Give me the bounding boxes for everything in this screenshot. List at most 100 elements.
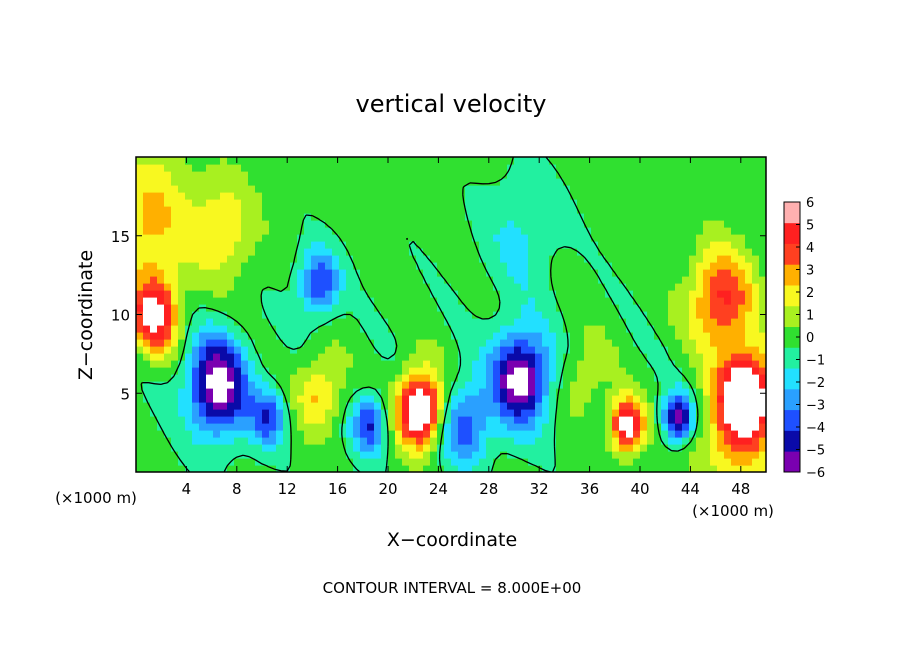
field-cell xyxy=(640,346,648,354)
field-cell xyxy=(640,423,648,431)
field-cell xyxy=(731,409,739,417)
field-cell xyxy=(339,430,347,438)
field-cell xyxy=(598,451,606,459)
field-cell xyxy=(654,283,662,291)
field-cell xyxy=(752,360,760,368)
field-cell xyxy=(276,395,284,403)
field-cell xyxy=(276,423,284,431)
field-cell xyxy=(423,220,431,228)
field-cell xyxy=(689,346,697,354)
field-cell xyxy=(647,171,655,179)
colorbar-swatch xyxy=(784,222,800,244)
field-cell xyxy=(507,458,515,466)
field-cell xyxy=(675,409,683,417)
field-cell xyxy=(248,206,256,214)
field-cell xyxy=(724,262,732,270)
field-cell xyxy=(192,262,200,270)
field-cell xyxy=(570,269,578,277)
field-cell xyxy=(521,255,529,263)
field-cell xyxy=(227,423,235,431)
field-cell xyxy=(241,164,249,172)
field-cell xyxy=(668,458,676,466)
field-cell xyxy=(192,248,200,256)
field-cell xyxy=(234,325,242,333)
field-cell xyxy=(297,213,305,221)
field-cell xyxy=(276,178,284,186)
field-cell xyxy=(220,325,228,333)
field-cell xyxy=(745,465,753,472)
field-cell xyxy=(514,451,522,459)
field-cell xyxy=(381,325,389,333)
field-cell xyxy=(311,409,319,417)
field-cell xyxy=(367,199,375,207)
field-cell xyxy=(311,423,319,431)
field-cell xyxy=(164,346,172,354)
field-cell xyxy=(668,276,676,284)
field-cell xyxy=(570,178,578,186)
field-cell xyxy=(542,458,550,466)
field-cell xyxy=(339,304,347,312)
field-cell xyxy=(388,339,396,347)
field-cell xyxy=(661,311,669,319)
field-cell xyxy=(486,458,494,466)
field-cell xyxy=(192,164,200,172)
field-cell xyxy=(395,220,403,228)
field-cell xyxy=(549,157,557,165)
field-cell xyxy=(374,360,382,368)
field-cell xyxy=(430,395,438,403)
field-cell xyxy=(535,171,543,179)
field-cell xyxy=(304,444,312,452)
field-cell xyxy=(472,290,480,298)
field-cell xyxy=(185,171,193,179)
field-cell xyxy=(311,367,319,375)
field-cell xyxy=(290,241,298,249)
field-cell xyxy=(262,402,270,410)
field-cell xyxy=(262,304,270,312)
field-cell xyxy=(262,332,270,340)
field-cell xyxy=(472,395,480,403)
field-cell xyxy=(332,388,340,396)
field-cell xyxy=(500,409,508,417)
field-cell xyxy=(311,206,319,214)
field-cell xyxy=(318,283,326,291)
field-cell xyxy=(297,220,305,228)
field-cell xyxy=(451,325,459,333)
field-cell xyxy=(360,367,368,375)
field-cell xyxy=(542,353,550,361)
field-cell xyxy=(752,416,760,424)
field-cell xyxy=(675,220,683,228)
field-cell xyxy=(416,213,424,221)
field-cell xyxy=(724,339,732,347)
field-cell xyxy=(717,409,725,417)
field-cell xyxy=(598,241,606,249)
field-cell xyxy=(731,192,739,200)
field-cell xyxy=(346,290,354,298)
field-cell xyxy=(136,332,144,340)
field-cell xyxy=(528,451,536,459)
field-cell xyxy=(374,325,382,333)
field-cell xyxy=(689,297,697,305)
field-cell xyxy=(402,409,410,417)
field-cell xyxy=(493,465,501,472)
field-cell xyxy=(682,178,690,186)
field-cell xyxy=(458,171,466,179)
field-cell xyxy=(486,199,494,207)
field-cell xyxy=(626,171,634,179)
field-cell xyxy=(528,332,536,340)
field-cell xyxy=(381,262,389,270)
field-cell xyxy=(479,269,487,277)
field-cell xyxy=(353,360,361,368)
field-cell xyxy=(682,192,690,200)
field-cell xyxy=(150,262,158,270)
field-cell xyxy=(416,276,424,284)
field-cell xyxy=(479,430,487,438)
field-cell xyxy=(318,360,326,368)
field-cell xyxy=(605,262,613,270)
field-cell xyxy=(255,297,263,305)
field-cell xyxy=(248,409,256,417)
field-cell xyxy=(696,220,704,228)
field-cell xyxy=(528,164,536,172)
field-cell xyxy=(269,297,277,305)
field-cell xyxy=(430,178,438,186)
